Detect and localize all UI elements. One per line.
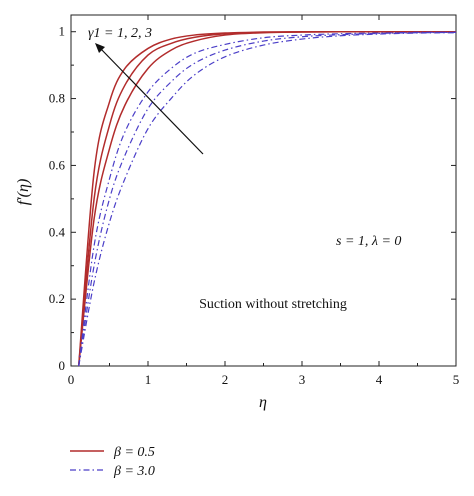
curve-beta-3-0-gamma-3 [78,32,457,367]
gamma-annotation: γ1 = 1, 2, 3 [88,26,152,41]
legend-label-beta-0-5: β = 0.5 [113,445,155,460]
x-tick-label: 4 [376,372,383,387]
params-annotation: s = 1, λ = 0 [336,234,401,249]
x-tick-label: 5 [453,372,460,387]
curve-beta-0-5-gamma-2 [77,30,456,367]
y-tick-label: 0.4 [49,224,66,239]
y-tick-label: 0.8 [49,91,65,106]
curve-beta-3-0-gamma-2 [78,31,457,367]
y-tick-label: 0.6 [49,157,66,172]
y-tick-label: 1 [59,24,66,39]
arrow-head [95,43,105,53]
curve-beta-0-5-gamma-3 [77,30,456,367]
legend: β = 0.5 β = 3.0 [70,445,155,479]
arrow-shaft [99,47,204,155]
axis-tick-labels: 0 1 2 3 4 5 0 0.2 0.4 0.6 0.8 1 [49,24,460,387]
y-tick-label: 0 [59,358,66,373]
x-tick-label: 0 [68,372,75,387]
increase-arrow [95,43,204,155]
legend-entry-beta-0-5: β = 0.5 [70,445,155,460]
data-curves [77,30,457,367]
legend-entry-beta-3-0: β = 3.0 [70,464,155,479]
plot-area-frame [70,14,457,367]
x-axis-label: η [259,394,267,411]
y-tick-label: 0.2 [49,291,65,306]
legend-label-beta-3-0: β = 3.0 [113,464,155,479]
case-annotation: Suction without stretching [199,297,347,312]
axis-ticks [70,15,457,367]
x-tick-label: 2 [222,372,229,387]
y-axis-label: f′(η) [15,179,32,206]
x-tick-label: 1 [145,372,152,387]
curve-beta-3-0-gamma-1 [78,31,457,367]
x-tick-label: 3 [299,372,306,387]
curve-beta-0-5-gamma-1 [77,30,456,367]
